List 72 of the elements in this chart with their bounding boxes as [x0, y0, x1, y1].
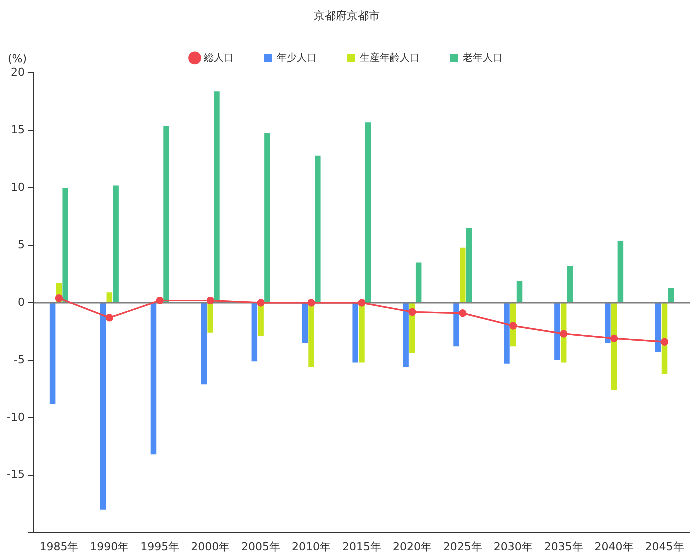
x-tick-label: 2040年 [594, 540, 634, 554]
x-tick-label: 2000年 [191, 540, 230, 554]
bar [454, 304, 460, 347]
point [661, 338, 669, 346]
bar [100, 304, 106, 510]
legend-label: 生産年齢人口 [360, 52, 420, 64]
x-tick-label: 2005年 [242, 540, 281, 554]
bar [164, 126, 170, 302]
bar [208, 304, 214, 333]
bar [416, 262, 422, 302]
x-tick-label: 2045年 [645, 540, 684, 554]
bar [214, 92, 220, 302]
bar [201, 304, 208, 385]
point [459, 310, 467, 318]
bar [352, 304, 358, 363]
bar [403, 304, 409, 368]
y-tick-label: 0 [18, 296, 25, 309]
bar [150, 304, 157, 455]
bar [315, 156, 321, 302]
y-tick-label: 15 [10, 124, 25, 137]
point [156, 296, 164, 304]
x-tick-label: 2020年 [392, 540, 432, 554]
bar [460, 248, 466, 302]
bar [113, 186, 119, 302]
point [106, 314, 114, 322]
point [408, 308, 416, 316]
x-tick-label: 2035年 [544, 540, 584, 554]
legend-label: 年少人口 [277, 52, 317, 64]
x-tick-label: 1995年 [140, 540, 180, 554]
bar [366, 122, 372, 302]
x-tick-label: 1990年 [90, 540, 130, 554]
y-tick-label: 10 [10, 180, 25, 194]
legend-label: 総人口 [203, 52, 234, 64]
y-tick-label: -15 [7, 468, 25, 482]
point [308, 299, 316, 307]
bar [252, 304, 258, 362]
point [358, 299, 366, 307]
bar [554, 304, 560, 360]
bar [62, 188, 68, 302]
point [206, 296, 214, 304]
x-tick-label: 2025年 [443, 540, 482, 554]
bar [605, 304, 611, 344]
point [510, 322, 518, 330]
y-tick-label: -10 [7, 410, 25, 424]
point [610, 334, 618, 342]
x-tick-label: 2010年 [292, 540, 332, 554]
bar [258, 304, 264, 336]
point [55, 294, 63, 302]
y-tick-label: -5 [14, 353, 25, 366]
bar [302, 304, 308, 344]
y-tick-label: 5 [18, 238, 25, 252]
legend-label: 老年人口 [463, 52, 503, 64]
bar [567, 266, 574, 302]
bar [516, 281, 523, 302]
bar [504, 304, 510, 364]
bar [656, 304, 662, 352]
bar [618, 240, 624, 302]
bar [308, 304, 314, 368]
chart-title: 京都府京都市 [314, 9, 380, 22]
bar [50, 304, 56, 404]
bar [359, 304, 365, 363]
bar [466, 228, 472, 302]
y-axis-title: (%) [8, 52, 28, 66]
bar [106, 292, 113, 302]
x-tick-label: 2015年 [342, 540, 382, 554]
y-tick-label: 20 [10, 66, 25, 80]
point [560, 330, 568, 338]
point [257, 299, 265, 307]
bar [668, 288, 674, 302]
bar [264, 132, 270, 302]
x-tick-label: 1985年 [40, 540, 79, 554]
x-tick-label: 2030年 [494, 540, 533, 554]
